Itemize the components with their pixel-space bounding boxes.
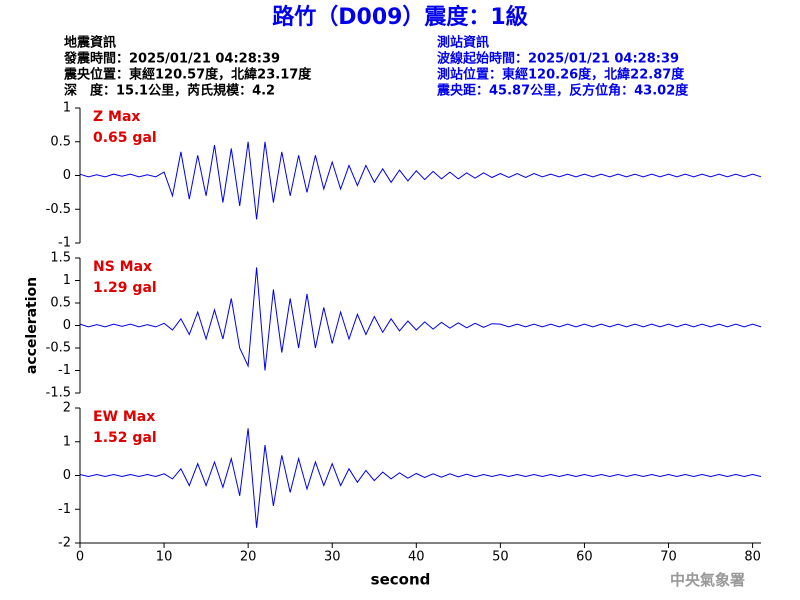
x-tick-label: 0 <box>76 550 84 565</box>
y-tick-label: 0 <box>63 168 71 183</box>
title: 路竹（D009）震度：1級 <box>272 4 528 30</box>
x-tick-label: 80 <box>744 550 761 565</box>
channel-label: NS Max <box>93 259 152 275</box>
info-line: 測站位置：東經120.26度，北緯22.87度 <box>437 67 685 83</box>
event-info: 地震資訊 發震時間：2025/01/21 04:28:39 震央位置：東經120… <box>63 35 312 99</box>
y-tick-label: 0 <box>63 318 71 333</box>
x-tick-label: 20 <box>240 550 257 565</box>
info-line: 測站資訊 <box>437 35 489 51</box>
peak-label: 1.52 gal <box>93 430 157 446</box>
peak-label: 1.29 gal <box>93 280 157 296</box>
y-tick-label: -1 <box>58 502 71 517</box>
station-info: 測站資訊 波線起始時間：2025/01/21 04:28:39 測站位置：東經1… <box>436 35 689 99</box>
info-line: 深 度：15.1公里，芮氏規模：4.2 <box>64 83 275 99</box>
y-tick-label: 1 <box>63 273 71 288</box>
y-tick-label: 2 <box>63 401 71 416</box>
y-tick-label: -1 <box>58 363 71 378</box>
info-line: 發震時間：2025/01/21 04:28:39 <box>63 51 280 67</box>
y-tick-label: 1 <box>63 434 71 449</box>
y-tick-label: -1 <box>58 236 71 251</box>
x-tick-label: 50 <box>492 550 509 565</box>
info-line: 地震資訊 <box>64 35 116 51</box>
waveform <box>79 428 762 528</box>
x-tick-label: 60 <box>576 550 593 565</box>
channel-label: EW Max <box>93 409 155 425</box>
info-line: 波線起始時間：2025/01/21 04:28:39 <box>437 51 679 67</box>
x-tick-label: 70 <box>660 550 677 565</box>
waveform <box>79 141 762 220</box>
channel-label: Z Max <box>93 109 140 125</box>
y-tick-label: 0.5 <box>50 296 71 311</box>
y-tick-label: 0.5 <box>50 134 71 149</box>
y-tick-label: -0.5 <box>46 341 71 356</box>
x-tick-label: 10 <box>156 550 173 565</box>
info-line: 震央距：45.87公里，反方位角：43.02度 <box>436 83 689 99</box>
y-tick-label: 1 <box>63 101 71 116</box>
y-tick-label: 0 <box>63 468 71 483</box>
y-tick-label: -1.5 <box>46 386 71 401</box>
x-axis-label: second <box>371 571 431 589</box>
x-tick-label: 40 <box>408 550 425 565</box>
waveform <box>79 267 762 371</box>
info-line: 震央位置：東經120.57度，北緯23.17度 <box>63 67 312 83</box>
y-tick-label: 1.5 <box>50 251 71 266</box>
peak-label: 0.65 gal <box>93 130 157 146</box>
y-tick-label: -0.5 <box>46 202 71 217</box>
y-tick-label: -2 <box>58 536 71 551</box>
y-axis-label: acceleration <box>24 277 40 374</box>
x-tick-label: 30 <box>324 550 341 565</box>
watermark: 中央氣象署 <box>670 571 745 589</box>
